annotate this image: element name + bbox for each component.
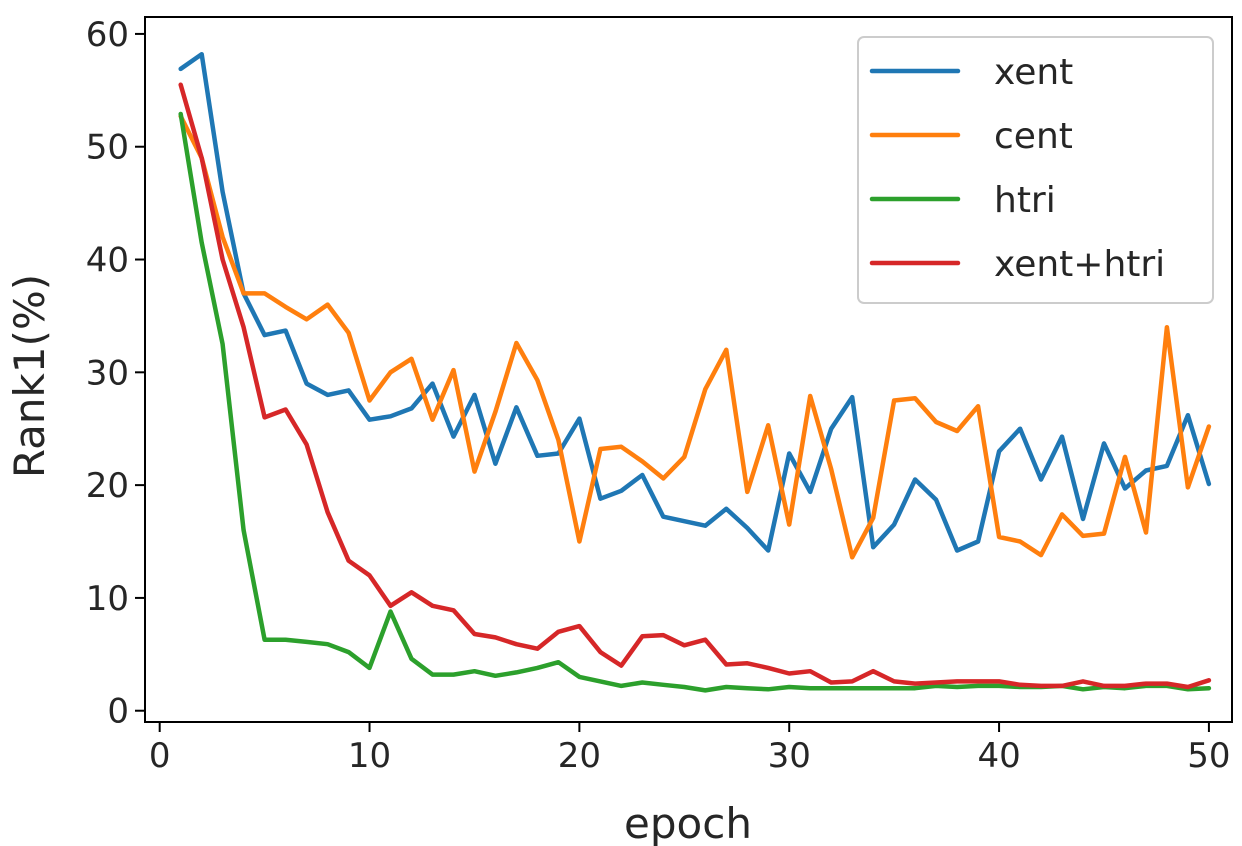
y-tick-label: 30 xyxy=(86,353,129,393)
legend-box xyxy=(857,36,1214,304)
x-tick-label: 10 xyxy=(348,736,391,776)
series-line-cent xyxy=(178,114,1212,560)
y-tick-label: 40 xyxy=(86,241,129,281)
plot-area xyxy=(144,16,1233,723)
x-tick-label: 40 xyxy=(977,736,1020,776)
legend-label-xent: xent xyxy=(994,52,1073,93)
y-tick-label: 50 xyxy=(86,128,129,168)
y-tick-label: 60 xyxy=(86,15,129,55)
x-axis: 0 10 20 30 40 50 xyxy=(149,722,1231,776)
legend-label-htri: htri xyxy=(994,180,1056,221)
y-axis-label: Rank1(%) xyxy=(5,274,54,478)
series-line-xent xyxy=(178,51,1212,553)
x-axis-label: epoch xyxy=(624,799,752,846)
x-tick-label: 50 xyxy=(1187,736,1230,776)
legend: xent cent htri xent+htri xyxy=(857,36,1214,304)
x-tick-label: 20 xyxy=(558,736,601,776)
y-tick-label: 20 xyxy=(86,466,129,506)
y-axis: 0 10 20 30 40 50 60 xyxy=(86,15,145,732)
x-tick-label: 0 xyxy=(149,736,171,776)
legend-label-xent-plus-htri: xent+htri xyxy=(994,244,1165,285)
plot-frame xyxy=(144,16,1233,723)
series-line-xent-plus-htri xyxy=(178,82,1212,690)
y-tick-label: 0 xyxy=(107,692,129,732)
y-tick-label: 10 xyxy=(86,579,129,619)
legend-label-cent: cent xyxy=(994,116,1073,157)
x-tick-label: 30 xyxy=(768,736,811,776)
